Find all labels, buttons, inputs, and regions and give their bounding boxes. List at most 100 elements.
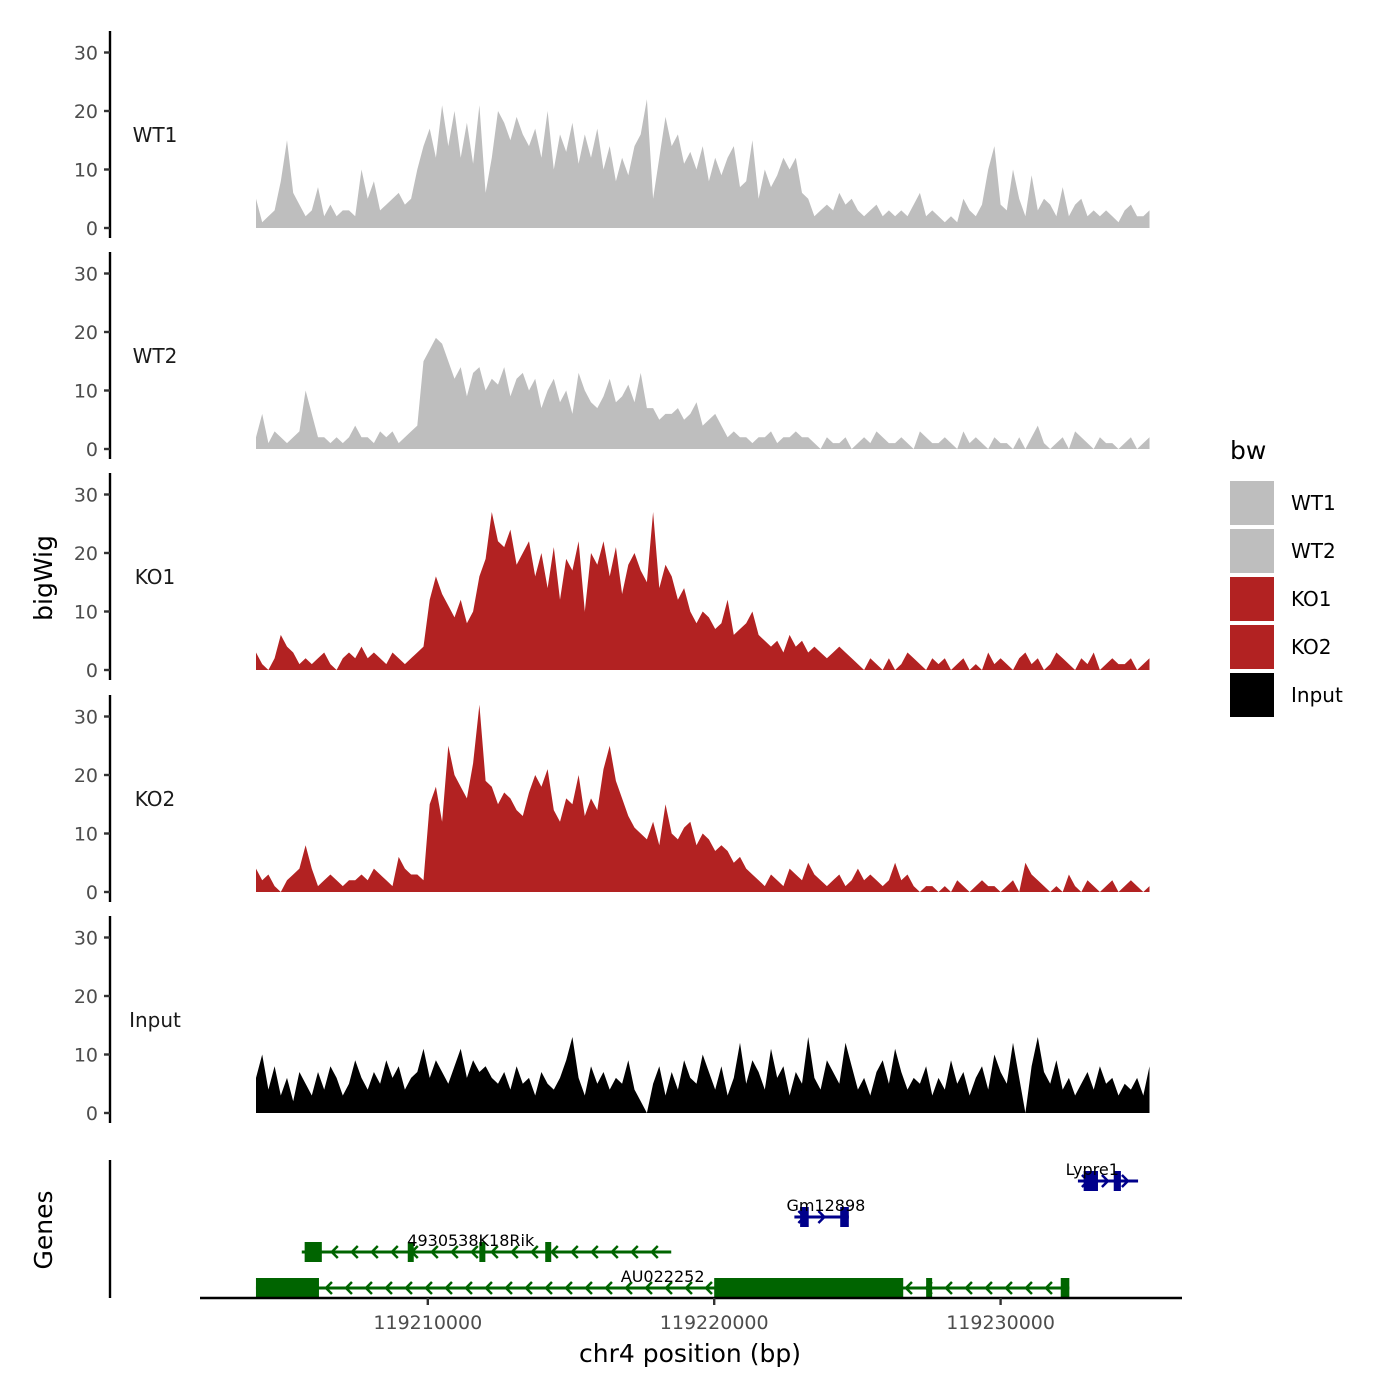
strand-chevron — [570, 1245, 579, 1259]
gene-exon — [255, 1278, 319, 1298]
strand-chevron — [490, 1245, 499, 1259]
area-series-ko1 — [256, 512, 1150, 670]
track-ko1: 0 10 20 30 KO1 — [74, 473, 1150, 682]
strand-chevron — [444, 1281, 453, 1295]
gene-exon — [714, 1278, 904, 1298]
y-tick-label: 20 — [74, 765, 98, 787]
x-axis-title: chr4 position (bp) — [579, 1339, 801, 1368]
strand-chevron — [650, 1245, 659, 1259]
strand-chevron — [550, 1245, 559, 1259]
legend-swatch — [1230, 625, 1274, 669]
legend-item-input: Input — [1230, 673, 1343, 717]
y-tick-label: 30 — [74, 485, 98, 507]
strand-chevron — [604, 1281, 613, 1295]
strand-chevron — [624, 1281, 633, 1295]
legend-label: Input — [1291, 683, 1343, 707]
y-tick-label: 20 — [74, 101, 98, 123]
gene-exon — [1083, 1171, 1098, 1191]
strand-chevron — [524, 1281, 533, 1295]
gene-track: Lypre1 Gm12898 4930538K18Rik AU022252 — [108, 1160, 1139, 1298]
strand-chevron — [964, 1281, 973, 1295]
gene-exon — [1113, 1171, 1121, 1191]
x-tick-label: 119230000 — [946, 1312, 1055, 1334]
strand-chevron — [590, 1245, 599, 1259]
strand-chevron — [484, 1281, 493, 1295]
y-tick-label: 10 — [74, 1045, 98, 1067]
strand-chevron — [370, 1245, 379, 1259]
track-label-wt2: WT2 — [133, 344, 178, 368]
track-label-input: Input — [129, 1008, 181, 1032]
y-tick-label: 20 — [74, 543, 98, 565]
strand-chevron — [530, 1245, 539, 1259]
strand-chevron — [450, 1245, 459, 1259]
strand-chevron — [610, 1245, 619, 1259]
legend-swatch — [1230, 481, 1274, 525]
legend: bw WT1 WT2 KO1 KO2 Input — [1230, 436, 1343, 717]
strand-chevron — [1044, 1281, 1053, 1295]
strand-chevron — [464, 1281, 473, 1295]
area-series-ko2 — [256, 704, 1150, 892]
y-tick-label: 30 — [74, 707, 98, 729]
legend-item-wt2: WT2 — [1230, 529, 1336, 573]
legend-swatch — [1230, 673, 1274, 717]
y-tick-label: 20 — [74, 322, 98, 344]
legend-item-ko2: KO2 — [1230, 625, 1332, 669]
strand-chevron — [1101, 1174, 1110, 1188]
x-axis: 119210000 119220000 119230000 — [200, 1296, 1182, 1334]
gene-label: AU022252 — [621, 1267, 705, 1286]
strand-chevron — [504, 1281, 513, 1295]
area-series-input — [256, 1037, 1150, 1113]
gene-gm12898: Gm12898 — [786, 1196, 865, 1227]
track-label-wt1: WT1 — [133, 123, 178, 147]
legend-label: KO1 — [1291, 587, 1332, 611]
gene-label: Gm12898 — [786, 1196, 865, 1215]
signal-tracks: 0 10 20 30 WT1 0 10 20 30 WT2 0 10 20 30 KO1 0 10 20 30 KO2… — [74, 31, 1150, 1125]
strand-chevron — [470, 1245, 479, 1259]
gene-4930538k18rik: 4930538K18Rik — [301, 1231, 672, 1262]
gene-exon — [407, 1242, 414, 1262]
strand-chevron — [644, 1281, 653, 1295]
y-tick-label: 30 — [74, 264, 98, 286]
gene-label: 4930538K18Rik — [407, 1231, 535, 1250]
legend-item-wt1: WT1 — [1230, 481, 1336, 525]
y-tick-label: 0 — [86, 1103, 98, 1125]
strand-chevron — [984, 1281, 993, 1295]
strand-chevron — [404, 1281, 413, 1295]
y-tick-label: 10 — [74, 381, 98, 403]
legend-item-ko1: KO1 — [1230, 577, 1332, 621]
strand-chevron — [564, 1281, 573, 1295]
y-tick-label: 10 — [74, 602, 98, 624]
strand-chevron — [344, 1281, 353, 1295]
track-label-ko1: KO1 — [135, 565, 176, 589]
y-tick-label: 30 — [74, 928, 98, 950]
x-tick-label: 119210000 — [373, 1312, 482, 1334]
legend-title: bw — [1230, 436, 1266, 465]
legend-label: WT2 — [1291, 539, 1336, 563]
strand-chevron — [704, 1281, 713, 1295]
gene-lypre1: Lypre1 — [1066, 1160, 1139, 1191]
y-tick-label: 10 — [74, 824, 98, 846]
y-tick-label: 10 — [74, 160, 98, 182]
track-ko2: 0 10 20 30 KO2 — [74, 695, 1150, 904]
strand-chevron — [664, 1281, 673, 1295]
strand-chevron — [330, 1245, 339, 1259]
strand-chevron — [350, 1245, 359, 1259]
strand-chevron — [630, 1245, 639, 1259]
y-tick-label: 0 — [86, 218, 98, 240]
x-tick-label: 119220000 — [660, 1312, 769, 1334]
gene-exon — [800, 1207, 809, 1227]
y-tick-label: 20 — [74, 986, 98, 1008]
strand-chevron — [1121, 1174, 1130, 1188]
legend-swatch — [1230, 577, 1274, 621]
strand-chevron — [390, 1245, 399, 1259]
strand-chevron — [1024, 1281, 1033, 1295]
area-series-wt2 — [256, 337, 1150, 449]
gene-exon — [1060, 1278, 1070, 1298]
y-tick-label: 30 — [74, 43, 98, 65]
gene-au022252: AU022252 — [255, 1267, 1070, 1298]
y-tick-label: 0 — [86, 882, 98, 904]
strand-chevron — [364, 1281, 373, 1295]
gene-exon — [926, 1278, 933, 1298]
strand-chevron — [684, 1281, 693, 1295]
legend-swatch — [1230, 529, 1274, 573]
